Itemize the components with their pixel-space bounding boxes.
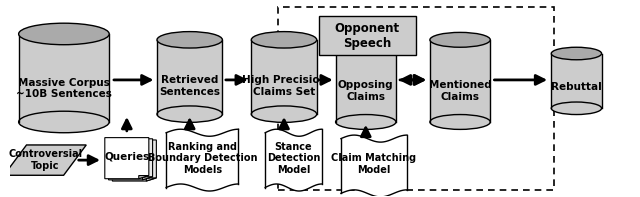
Polygon shape — [109, 139, 152, 180]
Ellipse shape — [19, 111, 109, 133]
Polygon shape — [139, 176, 149, 179]
Polygon shape — [265, 129, 322, 191]
Polygon shape — [4, 145, 86, 175]
Text: Retrieved
Sentences: Retrieved Sentences — [159, 75, 220, 97]
Text: Massive Corpus
~10B Sentences: Massive Corpus ~10B Sentences — [16, 78, 112, 99]
Text: Ranking and
Boundary Detection
Models: Ranking and Boundary Detection Models — [147, 142, 257, 175]
Ellipse shape — [551, 102, 602, 114]
Text: Claim Matching
Model: Claim Matching Model — [332, 153, 417, 175]
Ellipse shape — [335, 32, 396, 47]
Polygon shape — [252, 40, 317, 114]
Polygon shape — [147, 178, 156, 181]
Ellipse shape — [157, 106, 222, 122]
Text: Stance
Detection
Model: Stance Detection Model — [267, 142, 320, 175]
Ellipse shape — [252, 106, 317, 122]
Polygon shape — [335, 40, 396, 122]
Text: Opposing
Claims: Opposing Claims — [338, 80, 394, 102]
Text: Controversial
Topic: Controversial Topic — [8, 149, 82, 171]
Ellipse shape — [430, 114, 490, 129]
Polygon shape — [157, 40, 222, 114]
Polygon shape — [341, 135, 407, 197]
Ellipse shape — [157, 32, 222, 48]
Ellipse shape — [430, 32, 490, 47]
Ellipse shape — [551, 47, 602, 60]
Text: Queries: Queries — [104, 151, 149, 161]
Polygon shape — [19, 34, 109, 122]
Polygon shape — [113, 140, 156, 181]
Polygon shape — [551, 54, 602, 108]
Polygon shape — [105, 138, 149, 179]
Ellipse shape — [335, 114, 396, 129]
Ellipse shape — [19, 23, 109, 45]
Ellipse shape — [252, 32, 317, 48]
Polygon shape — [430, 40, 490, 122]
Text: Mentioned
Claims: Mentioned Claims — [429, 80, 492, 102]
Text: Opponent
Speech: Opponent Speech — [335, 22, 400, 50]
Text: Rebuttal: Rebuttal — [551, 83, 602, 92]
FancyBboxPatch shape — [319, 16, 416, 56]
Polygon shape — [166, 129, 239, 191]
Text: High Precision
Claims Set: High Precision Claims Set — [241, 75, 326, 97]
Polygon shape — [143, 177, 152, 180]
